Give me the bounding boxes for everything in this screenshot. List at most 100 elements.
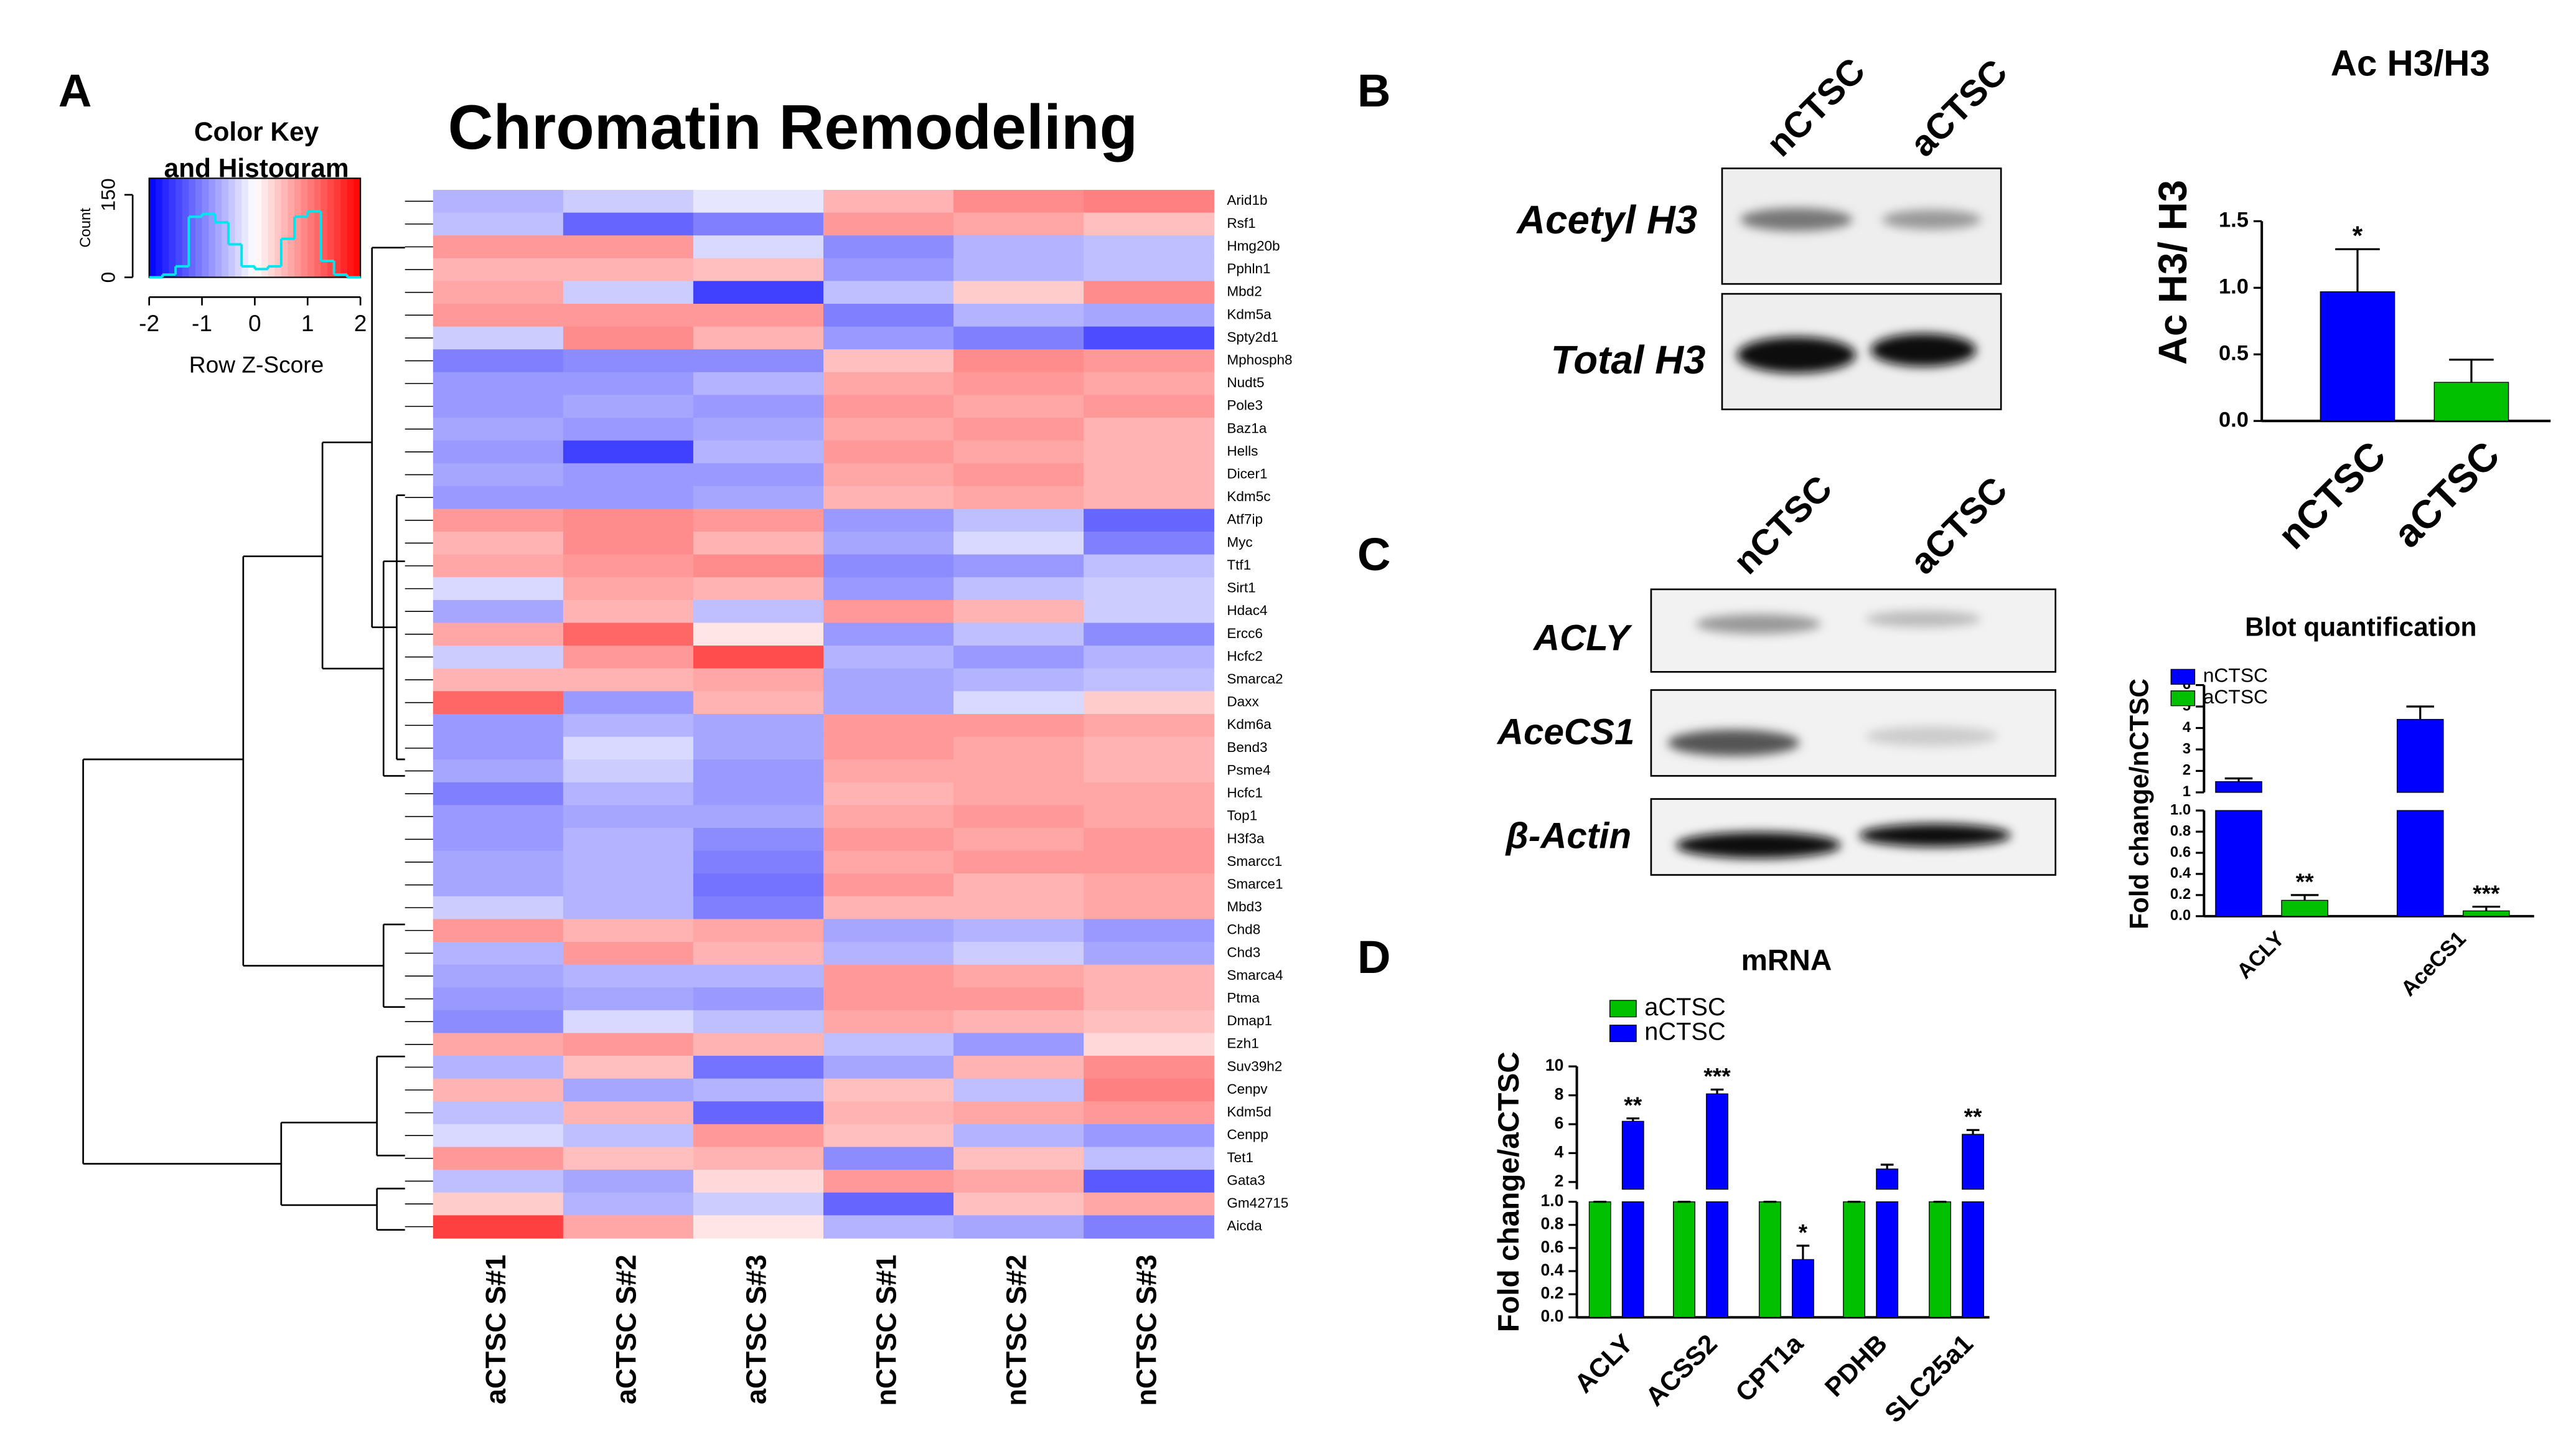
heat-cell (433, 554, 564, 578)
heat-cell (1084, 395, 1214, 418)
heat-cell (1084, 919, 1214, 942)
heat-cell (693, 691, 824, 715)
error-bar (1966, 1129, 1980, 1135)
legend-label: aCTSC (1644, 993, 1725, 1021)
row-label: Kdm5c (1227, 489, 1270, 504)
heat-cell (823, 1170, 954, 1193)
row-label: Aicda (1227, 1218, 1262, 1234)
y-tick-label: 10 (1545, 1056, 1563, 1074)
heat-cell (823, 372, 954, 396)
heat-cell (563, 1170, 694, 1193)
heat-cell (953, 691, 1084, 715)
blot-band (1740, 208, 1853, 232)
heat-cell (1084, 258, 1214, 282)
heat-cell (1084, 463, 1214, 487)
y-tick-label: 0.0 (2170, 907, 2191, 924)
heat-cell (823, 668, 954, 692)
y-tick-label: 0.8 (1541, 1214, 1564, 1233)
heat-cell (953, 896, 1084, 920)
bar (1621, 1201, 1644, 1318)
heat-cell (1084, 759, 1214, 783)
heat-cell (1084, 599, 1214, 624)
heat-cell (823, 1124, 954, 1148)
key-gradient (354, 178, 361, 278)
heat-cell (563, 258, 694, 282)
heat-cell (953, 964, 1084, 989)
blot-row-label: Acetyl H3 (1515, 198, 1697, 242)
blot-band (1736, 336, 1856, 373)
chart-title: mRNA (1741, 944, 1832, 977)
heat-cell (563, 1147, 694, 1170)
heat-cell (563, 1192, 694, 1216)
row-label: Spty2d1 (1227, 329, 1278, 345)
key-y-tick-label: 0 (96, 272, 119, 283)
heat-cell (823, 486, 954, 510)
heat-cell (823, 258, 954, 282)
heat-cell (823, 1147, 954, 1170)
y-tick-label: 4 (1555, 1142, 1564, 1161)
heat-cell (433, 577, 564, 601)
key-gradient (156, 178, 163, 278)
heat-cell (693, 827, 824, 852)
heat-cell (953, 987, 1084, 1011)
bar (1588, 1201, 1611, 1318)
y-tick-label: 0.0 (1541, 1307, 1564, 1325)
row-label: Mbd3 (1227, 899, 1262, 914)
row-label: Dmap1 (1227, 1013, 1272, 1028)
heat-cell (693, 486, 824, 510)
heat-cell (823, 189, 954, 214)
bar (1673, 1201, 1695, 1318)
heat-cell (563, 942, 694, 965)
heat-cell (953, 486, 1084, 510)
heat-cell (563, 1101, 694, 1125)
significance: * (2353, 221, 2363, 250)
legend-label: nCTSC (2203, 664, 2268, 687)
heat-cell (693, 395, 824, 418)
heat-cell (433, 235, 564, 259)
heat-cell (693, 304, 824, 327)
significance: *** (1703, 1063, 1731, 1089)
heat-cell (433, 805, 564, 829)
heat-cell (953, 1147, 1084, 1170)
blot-col-label: nCTSC (1759, 50, 1873, 164)
heat-cell (823, 418, 954, 441)
row-label: Daxx (1227, 694, 1259, 710)
heat-cell (1084, 440, 1214, 464)
row-label: Mphosph8 (1227, 352, 1292, 367)
heat-cell (563, 1010, 694, 1034)
heat-cell (953, 736, 1084, 760)
heat-cell (433, 1078, 564, 1102)
heat-cell (953, 577, 1084, 601)
heat-cell (693, 850, 824, 875)
significance: *** (2473, 880, 2500, 906)
heat-cell (693, 418, 824, 441)
heat-cell (823, 1078, 954, 1102)
heat-cell (1084, 235, 1214, 259)
heat-cell (953, 235, 1084, 259)
heat-cell (693, 1192, 824, 1216)
heat-cell (563, 532, 694, 555)
column-label: nCTSC S#3 (1131, 1254, 1163, 1406)
heat-cell (953, 281, 1084, 304)
heat-cell (823, 577, 954, 601)
x-tick-label: AceCS1 (2397, 927, 2471, 1001)
blot-row-label: AceCS1 (1496, 712, 1634, 753)
row-label: Ercc6 (1227, 626, 1263, 641)
heat-cell (953, 1056, 1084, 1079)
y-axis-label: Fold change/nCTSC (2125, 679, 2154, 929)
blot-row-label: Total H3 (1551, 338, 1706, 382)
error-bar (2406, 705, 2434, 720)
heat-cell (953, 1215, 1084, 1239)
bar (1929, 1201, 1951, 1318)
y-tick-label: 1.0 (2219, 275, 2249, 298)
heat-cell (1084, 212, 1214, 236)
heat-cell (563, 372, 694, 396)
heat-cell (1084, 827, 1214, 852)
significance: * (1799, 1219, 1808, 1245)
column-label: aCTSC S#3 (740, 1254, 772, 1404)
heat-cell (823, 304, 954, 327)
heat-cell (693, 668, 824, 692)
heat-cell (953, 919, 1084, 942)
error-bar (1796, 1244, 1810, 1260)
